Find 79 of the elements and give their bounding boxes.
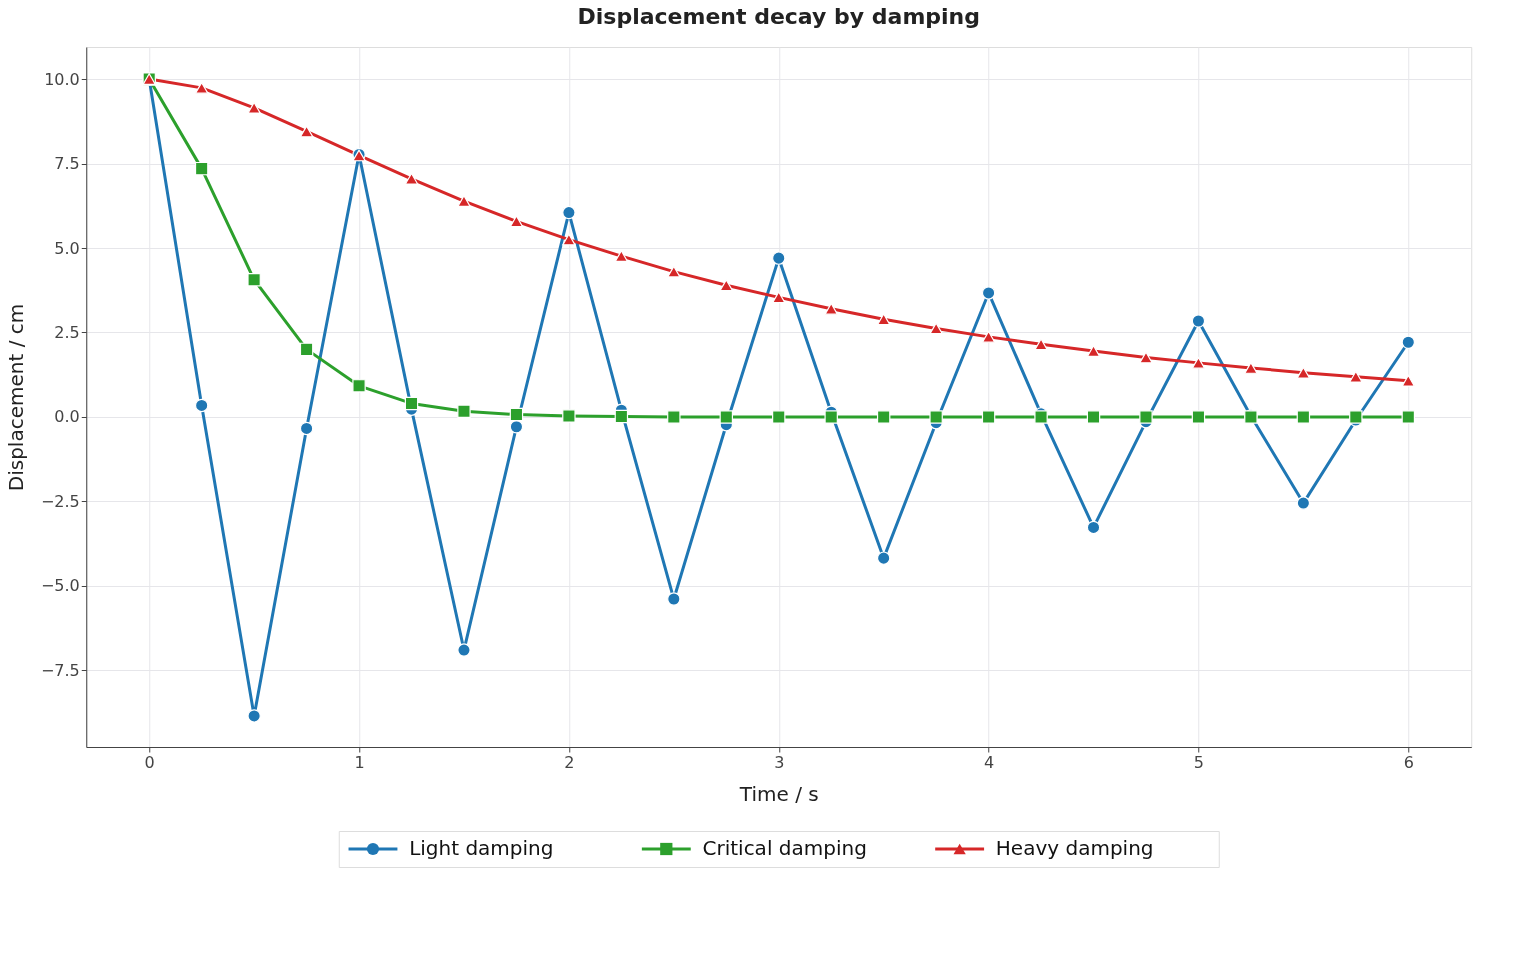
point xyxy=(1086,345,1101,357)
point xyxy=(1191,356,1206,369)
point xyxy=(457,404,471,418)
point xyxy=(1296,366,1311,379)
point xyxy=(1139,351,1153,364)
point xyxy=(876,313,891,326)
x-tick-label: 0 xyxy=(144,752,155,772)
point xyxy=(194,161,209,176)
point xyxy=(194,81,209,94)
x-axis-title: Time / s xyxy=(738,781,819,806)
point xyxy=(1244,362,1258,374)
y-tick-label: −2.5 xyxy=(40,491,80,511)
point xyxy=(719,410,734,424)
point xyxy=(824,410,838,424)
point xyxy=(614,250,629,263)
point xyxy=(509,407,524,422)
y-tick-label: 2.5 xyxy=(54,322,80,342)
point xyxy=(562,205,576,220)
y-tick-label: 0.0 xyxy=(54,407,80,427)
legend-label: Light damping xyxy=(409,836,554,860)
point xyxy=(509,420,524,434)
point xyxy=(1034,338,1048,351)
legend-label: Critical damping xyxy=(702,836,867,860)
point xyxy=(1296,496,1311,510)
point xyxy=(509,215,524,228)
x-tick-label: 4 xyxy=(984,752,995,772)
point xyxy=(929,410,943,424)
point xyxy=(981,410,996,424)
point xyxy=(1191,410,1206,424)
point xyxy=(404,172,419,185)
point xyxy=(614,409,629,424)
x-tick-label: 2 xyxy=(564,752,575,772)
y-tick-label: 5.0 xyxy=(54,238,80,258)
point xyxy=(299,342,314,357)
point xyxy=(1401,335,1416,349)
point xyxy=(404,396,419,411)
y-axis-title: Displacement / cm xyxy=(3,303,28,492)
point xyxy=(667,410,681,424)
point xyxy=(876,410,891,424)
y-tick-label: 7.5 xyxy=(54,154,80,174)
point xyxy=(194,398,209,413)
point xyxy=(299,125,314,138)
point xyxy=(981,286,996,300)
point xyxy=(1401,374,1416,387)
point xyxy=(1086,410,1101,424)
point xyxy=(457,643,471,657)
point xyxy=(457,195,471,207)
x-tick-label: 6 xyxy=(1403,752,1414,772)
point xyxy=(562,233,576,246)
point xyxy=(562,409,576,423)
point xyxy=(1401,410,1416,424)
point xyxy=(824,302,838,315)
x-tick-label: 3 xyxy=(774,752,785,772)
point xyxy=(772,251,786,265)
y-tick-label: −5.0 xyxy=(40,576,80,596)
point xyxy=(352,379,366,393)
point xyxy=(247,273,261,287)
point xyxy=(299,421,314,436)
point xyxy=(929,322,943,335)
point xyxy=(667,265,681,278)
y-tick-label: −7.5 xyxy=(40,660,80,680)
point xyxy=(772,410,786,424)
y-tick-label: 10.0 xyxy=(44,69,80,89)
point xyxy=(1296,410,1311,424)
chart-title: Displacement decay by damping xyxy=(577,4,981,29)
x-tick-label: 1 xyxy=(354,752,365,772)
point xyxy=(981,330,996,343)
point xyxy=(1349,370,1363,383)
x-tick-label: 5 xyxy=(1193,752,1205,772)
point xyxy=(719,279,734,292)
legend-label: Heavy damping xyxy=(995,836,1154,860)
point xyxy=(772,291,786,304)
point xyxy=(876,551,891,565)
point xyxy=(247,709,261,723)
point xyxy=(1086,520,1101,535)
point xyxy=(1191,314,1206,328)
point xyxy=(667,592,681,606)
point xyxy=(1139,410,1153,424)
point xyxy=(247,101,261,114)
